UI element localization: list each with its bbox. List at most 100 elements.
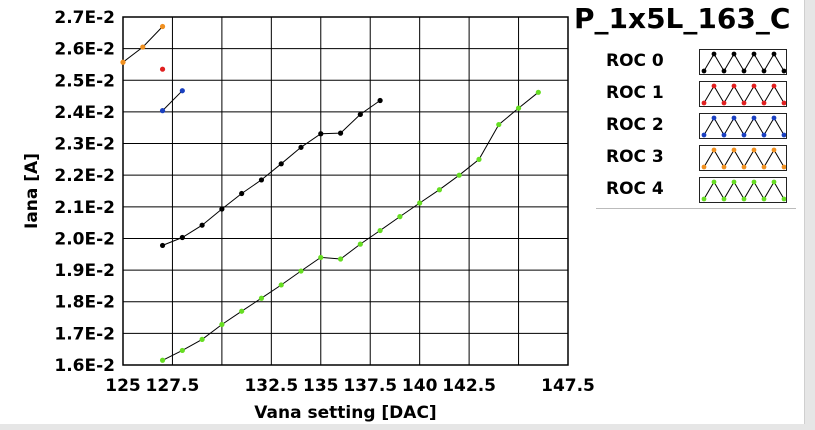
- plot-series: [120, 23, 541, 363]
- data-point-roc-4: [476, 156, 482, 162]
- legend-marker: [751, 51, 757, 57]
- data-point-roc-2: [179, 88, 185, 94]
- x-tick-label: 125: [105, 376, 141, 396]
- legend-marker: [721, 196, 727, 202]
- legend-line: [703, 85, 785, 104]
- legend-swatch-roc-4: [699, 177, 787, 203]
- x-axis-label: Vana setting [DAC]: [254, 403, 436, 423]
- legend-marker: [781, 100, 786, 106]
- plot-frame: [122, 16, 569, 366]
- legend-marker: [761, 196, 767, 202]
- x-axis-ticks: 125 127.5 132.5 135 137.5 140 142.5 147.5: [105, 376, 595, 396]
- data-point-roc-4: [159, 357, 166, 363]
- legend-marker: [771, 115, 777, 121]
- series-roc-3: [120, 23, 166, 65]
- data-point-roc-4: [318, 254, 324, 261]
- legend-marker: [781, 196, 786, 202]
- data-point-roc-0: [337, 130, 344, 136]
- data-point-roc-4: [239, 308, 245, 314]
- y-tick-label: 1.7E-2: [54, 324, 115, 344]
- legend-marker: [701, 164, 707, 170]
- data-point-roc-3: [120, 59, 126, 65]
- y-tick-label: 2.4E-2: [54, 103, 115, 123]
- legend-label: ROC 0: [606, 51, 664, 71]
- data-point-roc-4: [258, 295, 265, 301]
- legend-marker: [711, 51, 717, 57]
- legend-item-roc-0: ROC 0: [596, 46, 796, 76]
- legend-label: ROC 1: [606, 83, 664, 103]
- y-tick-label: 2.5E-2: [54, 71, 115, 91]
- legend-swatch-roc-2: [699, 113, 787, 139]
- legend-item-roc-1: ROC 1: [596, 78, 796, 108]
- data-point-roc-4: [199, 336, 205, 342]
- data-point-roc-0: [298, 144, 304, 150]
- legend-label: ROC 4: [606, 179, 664, 199]
- legend-line: [703, 149, 785, 168]
- x-tick-label: 135: [303, 376, 339, 396]
- plot-grid: [122, 16, 569, 366]
- data-point-roc-4: [456, 172, 462, 178]
- data-point-roc-3: [159, 23, 166, 30]
- data-point-roc-0: [219, 206, 225, 212]
- y-tick-label: 1.6E-2: [54, 356, 115, 376]
- legend-line: [703, 53, 785, 72]
- legend-marker: [731, 83, 737, 89]
- legend-marker: [781, 132, 786, 138]
- y-tick-label: 2.7E-2: [54, 8, 115, 28]
- data-point-roc-2: [159, 108, 166, 114]
- legend-marker: [721, 132, 727, 138]
- legend-marker: [761, 164, 767, 170]
- legend-marker: [711, 179, 717, 185]
- legend-swatch-roc-0: [699, 49, 787, 75]
- data-point-roc-4: [219, 321, 225, 328]
- legend-item-roc-4: ROC 4: [596, 174, 796, 204]
- legend-label: ROC 3: [606, 147, 664, 167]
- y-axis-label: Iana [A]: [22, 153, 42, 229]
- legend-item-roc-2: ROC 2: [596, 110, 796, 140]
- data-point-roc-4: [278, 282, 284, 288]
- legend-marker: [761, 132, 767, 138]
- legend-marker: [721, 100, 727, 106]
- y-tick-label: 1.8E-2: [54, 293, 115, 313]
- data-point-roc-0: [159, 242, 166, 249]
- legend-marker: [761, 100, 767, 106]
- legend-marker: [771, 51, 777, 57]
- data-point-roc-4: [496, 121, 502, 128]
- legend-marker: [741, 68, 747, 74]
- legend-marker: [781, 68, 786, 74]
- legend-marker: [771, 179, 777, 185]
- legend-line: [703, 181, 785, 200]
- data-point-roc-3: [140, 44, 146, 50]
- legend-marker: [751, 147, 757, 153]
- y-tick-label: 2.2E-2: [54, 166, 115, 186]
- data-point-roc-4: [436, 187, 443, 193]
- data-point-roc-4: [397, 214, 403, 220]
- legend-marker: [731, 51, 737, 57]
- legend-marker: [781, 164, 786, 170]
- legend-marker: [771, 147, 777, 153]
- x-tick-label: 132.5: [244, 376, 298, 396]
- series-roc-2: [159, 88, 185, 114]
- series-line-roc-4: [162, 91, 539, 361]
- legend-marker: [701, 100, 707, 106]
- y-tick-label: 2.1E-2: [54, 198, 115, 218]
- y-tick-label: 2.3E-2: [54, 135, 115, 155]
- data-point-roc-0: [278, 161, 284, 167]
- legend-marker: [751, 179, 757, 185]
- x-tick-label: 142.5: [442, 376, 496, 396]
- series-roc-0: [159, 97, 383, 249]
- y-tick-label: 2.0E-2: [54, 229, 115, 249]
- data-point-roc-4: [515, 105, 522, 111]
- data-point-roc-0: [179, 234, 185, 241]
- legend-marker: [731, 115, 737, 121]
- legend-marker: [751, 83, 757, 89]
- legend-marker: [741, 196, 747, 202]
- data-point-roc-0: [239, 190, 245, 197]
- data-point-roc-0: [258, 177, 265, 183]
- legend-swatch-roc-3: [699, 145, 787, 171]
- legend-item-roc-3: ROC 3: [596, 142, 796, 172]
- data-point-roc-4: [357, 241, 363, 247]
- legend-marker: [741, 164, 747, 170]
- data-point-roc-1: [159, 66, 166, 72]
